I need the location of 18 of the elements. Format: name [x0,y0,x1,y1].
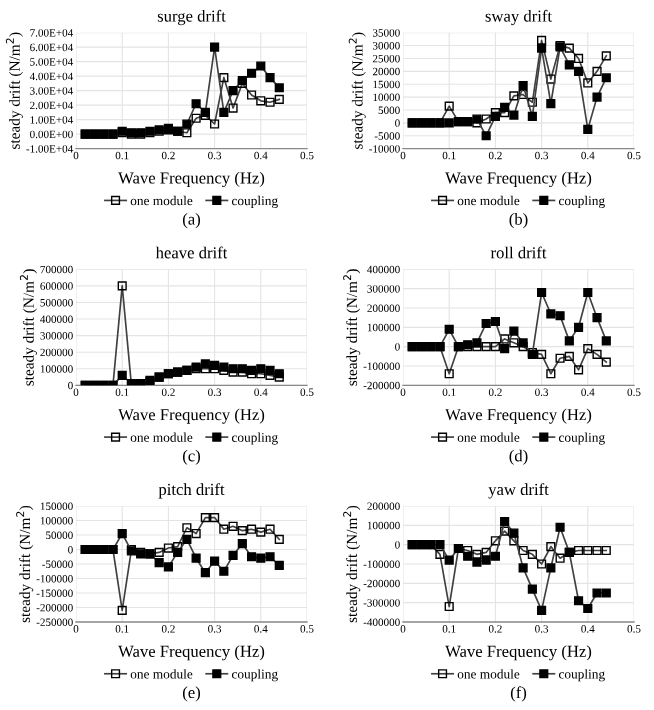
x-axis-title: Wave Frequency (Hz) [118,171,265,188]
chart-title: roll drift [490,246,547,259]
x-axis-title: Wave Frequency (Hz) [445,408,592,424]
x-axis-title: Wave Frequency (Hz) [445,645,592,661]
chart-title: surge drift [157,9,226,26]
text: (e) [182,686,201,702]
x-axis-title: Wave Frequency (Hz) [445,171,592,188]
chart-title: yaw drift [488,483,549,499]
x-axis-title: Wave Frequency (Hz) [118,408,265,424]
chart-title: sway drift [485,9,552,26]
text: (c) [182,449,201,465]
x-axis-title: Wave Frequency (Hz) [118,645,265,661]
text: (a) [182,213,201,229]
chart-title: pitch drift [158,483,225,499]
text: (b) [509,213,528,229]
text: (d) [509,449,528,465]
chart-title: heave drift [155,246,228,259]
text: (f) [510,686,527,702]
